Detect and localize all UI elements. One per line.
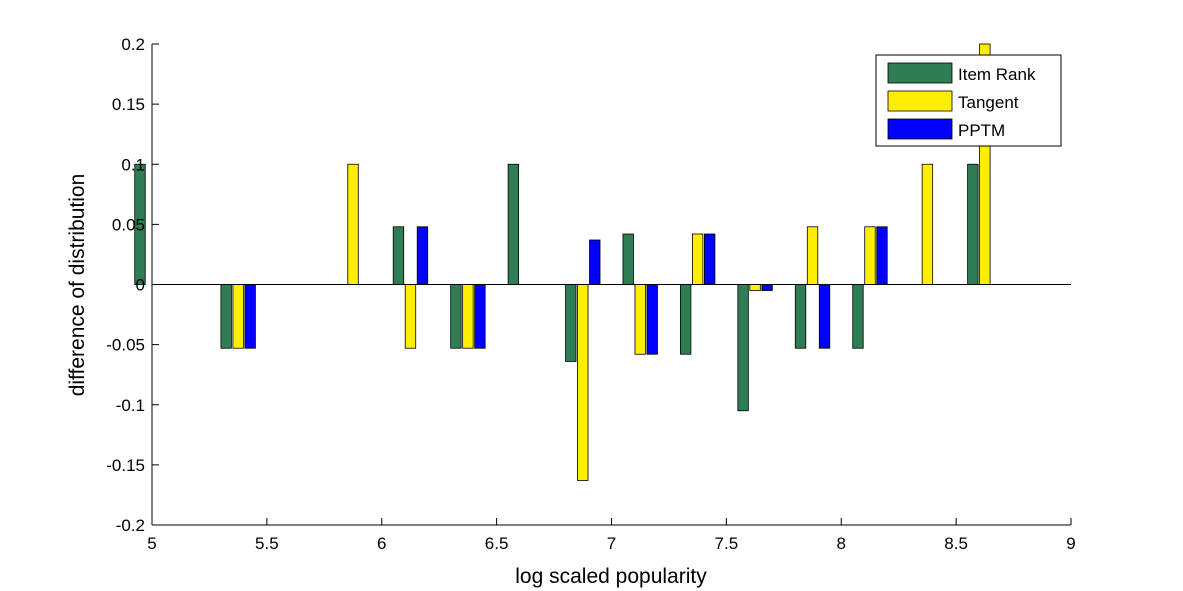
bar-pptm-9 — [761, 284, 773, 291]
bar-tangent-10 — [806, 226, 819, 285]
bar-pptm-11 — [876, 226, 888, 285]
bar-tangent-12 — [921, 163, 934, 285]
bar-tangent-4 — [462, 284, 474, 349]
x-tick-label: 5.5 — [255, 534, 279, 553]
bar-pptm-4 — [474, 284, 486, 349]
bar-item-rank-0 — [134, 163, 146, 285]
y-tick-label: -0.15 — [106, 456, 145, 475]
bar-item-rank-11 — [852, 284, 864, 349]
x-tick-label: 6 — [377, 534, 386, 553]
bar-item-rank-6 — [565, 284, 577, 362]
legend-swatch-pptm — [887, 118, 953, 140]
x-tick-label: 8.5 — [944, 534, 968, 553]
y-axis-label: difference of distribution — [66, 174, 89, 397]
bar-item-rank-7 — [622, 233, 634, 285]
bar-pptm-8 — [704, 233, 716, 285]
y-tick-label: 0.1 — [121, 155, 145, 174]
bar-item-rank-4 — [450, 284, 462, 349]
legend: Item Rank Tangent PPTM — [875, 54, 1062, 147]
y-tick-label: 0 — [136, 276, 145, 295]
bar-item-rank-13 — [967, 163, 979, 285]
bar-tangent-6 — [577, 284, 589, 481]
bar-pptm-6 — [589, 239, 601, 285]
bar-item-rank-3 — [392, 226, 405, 285]
bar-item-rank-8 — [680, 284, 692, 355]
bar-tangent-1 — [232, 284, 244, 349]
y-tick-label: -0.05 — [106, 336, 145, 355]
bar-tangent-9 — [749, 284, 761, 291]
x-tick-label: 8 — [837, 534, 846, 553]
y-tick-label: 0.15 — [112, 95, 145, 114]
y-tick-label: 0.2 — [121, 35, 145, 54]
bar-item-rank-9 — [737, 284, 749, 412]
legend-label-pptm: PPTM — [958, 121, 1005, 140]
y-tick-label: -0.2 — [116, 516, 145, 535]
y-tick-label: 0.05 — [112, 215, 145, 234]
bar-pptm-1 — [244, 284, 256, 349]
legend-label-tangent: Tangent — [958, 93, 1019, 112]
legend-label-item-rank: Item Rank — [958, 65, 1036, 84]
legend-swatch-item-rank — [887, 62, 953, 84]
bars-layer — [134, 43, 991, 481]
bar-item-rank-1 — [220, 284, 232, 349]
y-tick-label: -0.1 — [116, 396, 145, 415]
bar-tangent-11 — [864, 226, 876, 285]
x-tick-label: 7 — [607, 534, 616, 553]
bar-tangent-8 — [692, 233, 704, 285]
bar-item-rank-10 — [794, 284, 807, 349]
x-tick-label: 7.5 — [715, 534, 739, 553]
x-tick-label: 5 — [147, 534, 156, 553]
bar-tangent-2 — [347, 163, 359, 285]
ticks-layer: 5 5.5 6 6.5 7 7.5 8 8.5 9 0.2 0.15 0.1 0.05 0 -0.05 -0.… — [106, 35, 1075, 553]
legend-swatch-tangent — [887, 90, 953, 112]
bar-tangent-3 — [404, 284, 417, 349]
bar-pptm-3 — [416, 226, 429, 285]
x-tick-label: 6.5 — [485, 534, 509, 553]
bar-tangent-7 — [634, 284, 646, 355]
x-tick-label: 9 — [1066, 534, 1075, 553]
x-axis-label: log scaled popularity — [515, 565, 707, 588]
bar-pptm-10 — [818, 284, 831, 349]
bar-pptm-7 — [646, 284, 658, 355]
bar-item-rank-5 — [507, 163, 519, 285]
